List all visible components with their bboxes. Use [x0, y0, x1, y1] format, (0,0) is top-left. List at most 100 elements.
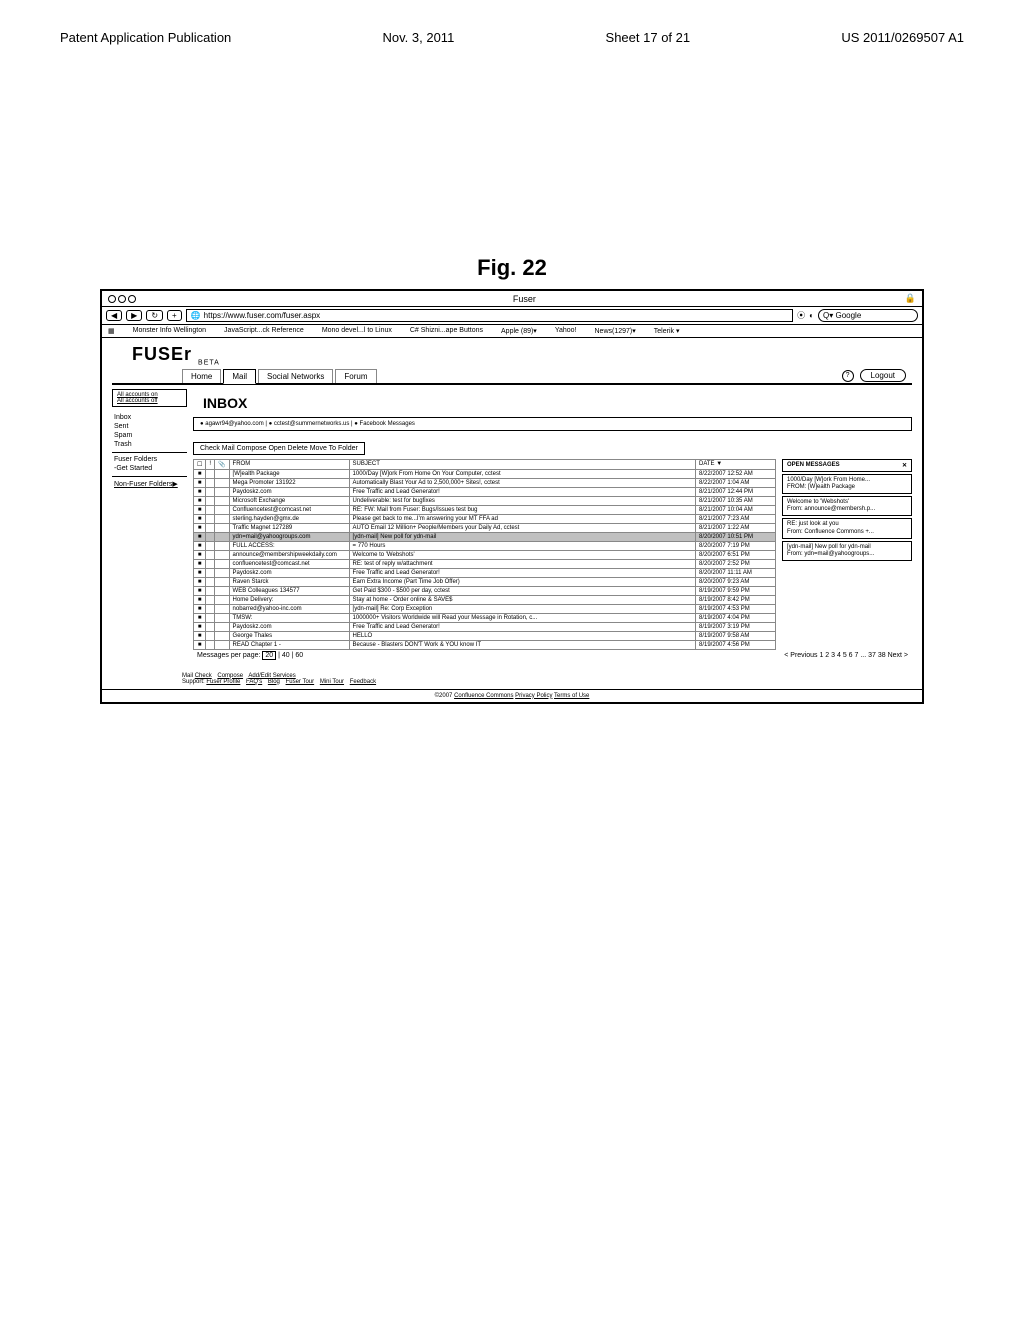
table-row[interactable]: ■Mega Promoter 131922Automatically Blast… — [194, 478, 776, 487]
footer-link[interactable]: Fuser Tour — [286, 679, 315, 685]
bookmark-item[interactable]: Mono devel...l to Linux — [322, 327, 392, 335]
row-checkbox[interactable]: ■ — [194, 568, 206, 577]
tab-forum[interactable]: Forum — [335, 369, 376, 383]
row-checkbox[interactable]: ■ — [194, 541, 206, 550]
footer-link[interactable]: Blog — [268, 679, 280, 685]
col-checkbox[interactable]: ☐ — [194, 459, 206, 469]
folder-get-started[interactable]: -Get Started — [112, 464, 187, 473]
tab-home[interactable]: Home — [182, 369, 221, 383]
bookmark-menu-icon[interactable]: ▦ — [108, 327, 115, 335]
table-row[interactable]: ■[W]ealth Package1000/Day [W]ork From Ho… — [194, 469, 776, 478]
url-bar[interactable]: 🌐https://www.fuser.com/fuser.aspx — [186, 309, 793, 322]
folder-spam[interactable]: Spam — [112, 431, 187, 440]
bookmark-item[interactable]: Telerik ▾ — [654, 327, 680, 335]
row-checkbox[interactable]: ■ — [194, 559, 206, 568]
table-row[interactable]: ■Paydoskz.comFree Traffic and Lead Gener… — [194, 568, 776, 577]
accounts-toggle[interactable]: All accounts on All accounts off — [112, 389, 187, 407]
help-icon[interactable]: ? — [842, 370, 854, 382]
logout-button[interactable]: Logout — [860, 369, 906, 382]
row-checkbox[interactable]: ■ — [194, 532, 206, 541]
bookmark-item[interactable]: News(1297)▾ — [595, 327, 636, 335]
bookmark-item[interactable]: C# Shizni...ape Buttons — [410, 327, 483, 335]
folder-sent[interactable]: Sent — [112, 422, 187, 431]
table-row[interactable]: ■Microsoft ExchangeUndeliverable: test f… — [194, 496, 776, 505]
mail-toolbar[interactable]: Check Mail Compose Open Delete Move To F… — [193, 442, 365, 455]
row-checkbox[interactable]: ■ — [194, 604, 206, 613]
table-row[interactable]: ■ydn=mail@yahoogroups.com[ydn-mail] New … — [194, 532, 776, 541]
table-row[interactable]: ■Confluencetest@comcast.netRE: FW: Mail … — [194, 505, 776, 514]
footer-link[interactable]: Feedback — [350, 679, 376, 685]
copyright-link[interactable]: Terms of Use — [554, 693, 589, 699]
row-checkbox[interactable]: ■ — [194, 622, 206, 631]
row-checkbox[interactable]: ■ — [194, 487, 206, 496]
bookmark-item[interactable]: Monster Info Wellington — [133, 327, 206, 335]
open-message-card[interactable]: [ydn-mail] New poll for ydn-mailFrom: yd… — [782, 541, 912, 561]
row-checkbox[interactable]: ■ — [194, 496, 206, 505]
row-checkbox[interactable]: ■ — [194, 550, 206, 559]
row-checkbox[interactable]: ■ — [194, 631, 206, 640]
table-row[interactable]: ■Raven StarckEarn Extra Income (Part Tim… — [194, 577, 776, 586]
bookmark-item[interactable]: Yahoo! — [555, 327, 577, 335]
table-row[interactable]: ■sterling.hayden@gmx.dePlease get back t… — [194, 514, 776, 523]
footer-link[interactable]: Compose — [217, 673, 243, 679]
table-row[interactable]: ■confluencetest@comcast.netRE: test of r… — [194, 559, 776, 568]
footer-link[interactable]: FAQ's — [246, 679, 262, 685]
per-page-60[interactable]: 60 — [295, 652, 303, 659]
footer-link[interactable]: Mini Tour — [320, 679, 344, 685]
traffic-lights[interactable] — [108, 295, 136, 303]
per-page-20[interactable]: 20 — [262, 651, 276, 660]
back-button[interactable]: ◀ — [106, 310, 122, 321]
table-row[interactable]: ■WEB Colleagues 134577Get Paid $300 - $5… — [194, 586, 776, 595]
row-checkbox[interactable]: ■ — [194, 586, 206, 595]
bookmark-item[interactable]: Apple (89)▾ — [501, 327, 537, 335]
row-checkbox[interactable]: ■ — [194, 640, 206, 649]
table-row[interactable]: ■Paydoskz.comFree Traffic and Lead Gener… — [194, 622, 776, 631]
reader-icon[interactable]: ◐ — [809, 311, 814, 320]
close-icon[interactable]: ✕ — [902, 462, 907, 469]
footer-link[interactable]: Add/Edit Services — [248, 673, 295, 679]
table-row[interactable]: ■TMSW:1000000+ Visitors Worldwide will R… — [194, 613, 776, 622]
non-fuser-folders[interactable]: Non-Fuser Folders▶ — [112, 476, 187, 489]
row-date: 8/19/2007 3:19 PM — [696, 622, 776, 631]
open-message-card[interactable]: RE: just look at youFrom: Confluence Com… — [782, 518, 912, 538]
folder-inbox[interactable]: Inbox — [112, 413, 187, 422]
copyright-link[interactable]: Privacy Policy — [515, 693, 552, 699]
accounts-off[interactable]: All accounts off — [117, 398, 182, 404]
table-row[interactable]: ■announce@membershipweekdaily.comWelcome… — [194, 550, 776, 559]
pager[interactable]: < Previous 1 2 3 4 5 6 7 ... 37 38 Next … — [780, 650, 912, 661]
bookmark-item[interactable]: JavaScript...ck Reference — [224, 327, 304, 335]
row-checkbox[interactable]: ■ — [194, 469, 206, 478]
open-message-card[interactable]: Welcome to 'Webshots'From: announce@memb… — [782, 496, 912, 516]
account-filter[interactable]: ● agawr94@yahoo.com | ● cctest@summernet… — [193, 417, 912, 431]
tab-mail[interactable]: Mail — [223, 369, 256, 384]
tab-social[interactable]: Social Networks — [258, 369, 333, 383]
footer-link[interactable]: Fuser Profile — [206, 679, 240, 685]
add-button[interactable]: + — [167, 310, 182, 321]
search-bar[interactable]: Q▾ Google — [818, 309, 918, 322]
forward-button[interactable]: ▶ — [126, 310, 142, 321]
row-checkbox[interactable]: ■ — [194, 514, 206, 523]
row-checkbox[interactable]: ■ — [194, 523, 206, 532]
row-checkbox[interactable]: ■ — [194, 577, 206, 586]
table-row[interactable]: ■Traffic Magnet 127289AUTO Email 12 Mill… — [194, 523, 776, 532]
row-checkbox[interactable]: ■ — [194, 505, 206, 514]
table-row[interactable]: ■READ Chapter 1 -Because - Blasters DON'… — [194, 640, 776, 649]
table-row[interactable]: ■nobarred@yahoo-inc.com[ydn-mail] Re: Co… — [194, 604, 776, 613]
copyright-link[interactable]: Confluence Commons — [454, 693, 513, 699]
col-date[interactable]: DATE ▼ — [696, 459, 776, 469]
row-checkbox[interactable]: ■ — [194, 613, 206, 622]
rss-icon[interactable]: ⦿ — [797, 310, 805, 321]
row-from: sterling.hayden@gmx.de — [229, 514, 349, 523]
per-page-40[interactable]: 40 — [282, 652, 290, 659]
folder-trash[interactable]: Trash — [112, 440, 187, 449]
reload-button[interactable]: ↻ — [146, 310, 163, 321]
col-from[interactable]: FROM — [229, 459, 349, 469]
table-row[interactable]: ■FULL ACCESS:= 770 Hours8/20/2007 7:19 P… — [194, 541, 776, 550]
open-message-card[interactable]: 1000/Day [W]ork From Home...FROM: [W]eal… — [782, 474, 912, 494]
table-row[interactable]: ■Paydoskz.comFree Traffic and Lead Gener… — [194, 487, 776, 496]
table-row[interactable]: ■George ThalesHELLO8/19/2007 9:58 AM — [194, 631, 776, 640]
row-checkbox[interactable]: ■ — [194, 478, 206, 487]
table-row[interactable]: ■Home Delivery:Stay at home - Order onli… — [194, 595, 776, 604]
row-checkbox[interactable]: ■ — [194, 595, 206, 604]
col-subject[interactable]: SUBJECT — [349, 459, 695, 469]
